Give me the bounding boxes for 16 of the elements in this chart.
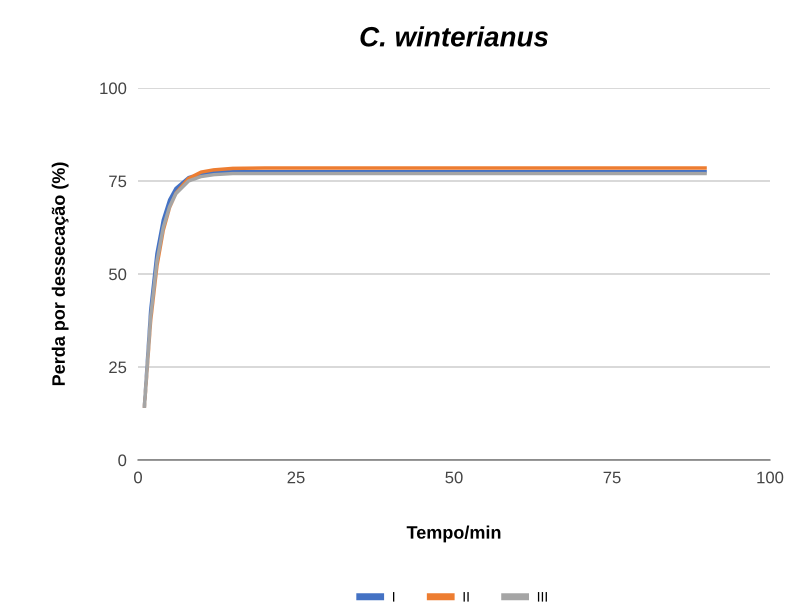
legend-label: II <box>464 592 469 602</box>
legend-label: I <box>393 592 394 602</box>
x-tick-label: 100 <box>757 472 784 484</box>
y-tick-label: 100 <box>100 82 126 94</box>
x-tick-label: 0 <box>134 472 142 484</box>
y-axis-title: Perda por dessecação (%) <box>52 162 69 386</box>
y-tick-label: 0 <box>118 454 126 466</box>
chart-title: C. winterianus <box>360 26 548 47</box>
x-axis-title: Tempo/min <box>406 526 500 542</box>
y-tick-label: 25 <box>109 361 126 374</box>
x-tick-label: 50 <box>445 472 463 484</box>
x-tick-label: 75 <box>604 472 621 484</box>
x-tick-label: 25 <box>288 472 305 484</box>
y-tick-label: 50 <box>109 268 126 280</box>
y-tick-label: 75 <box>109 176 126 188</box>
legend-label: III <box>538 592 547 602</box>
